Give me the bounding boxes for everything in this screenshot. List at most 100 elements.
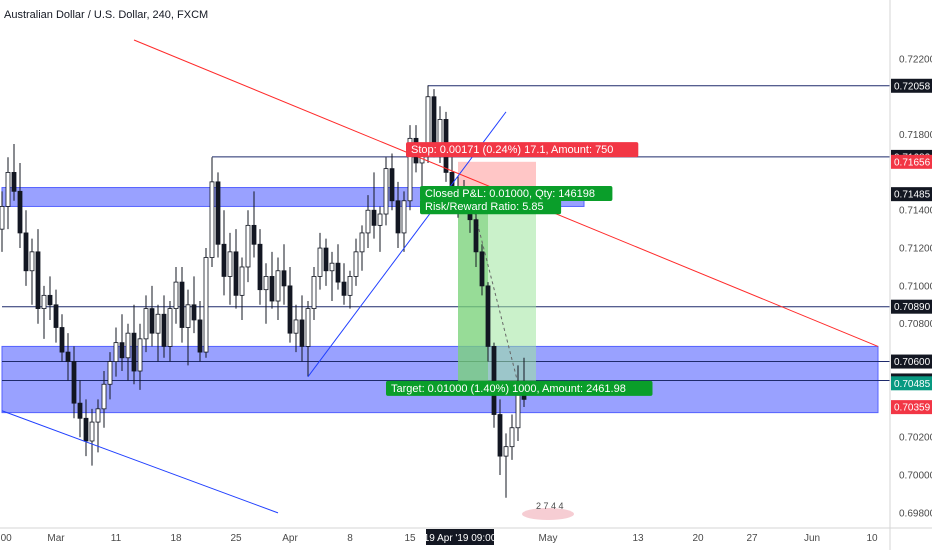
candle xyxy=(77,380,83,438)
candle xyxy=(329,251,335,302)
candle-body xyxy=(299,319,305,347)
candle-body xyxy=(89,421,95,442)
blue-lower-trendline[interactable] xyxy=(1,410,279,514)
candle xyxy=(35,229,41,324)
candle xyxy=(203,248,209,358)
candle xyxy=(251,191,257,258)
candle-body xyxy=(119,342,125,359)
candle-body xyxy=(479,251,485,287)
candle xyxy=(23,210,29,286)
candle xyxy=(239,257,245,320)
candle xyxy=(71,346,77,419)
price-tag-bg xyxy=(891,78,932,93)
candle-body xyxy=(371,209,377,226)
candle-body xyxy=(317,247,323,277)
price-tag-bg xyxy=(891,187,932,202)
candle-body xyxy=(35,251,41,309)
target-label: Target: 0.01000 (1.40%) 1000, Amount: 24… xyxy=(386,380,653,396)
candle xyxy=(389,153,395,211)
candle-body xyxy=(167,308,173,347)
price-tick-label: 0.69800 xyxy=(899,508,932,519)
candle xyxy=(11,144,17,201)
candle xyxy=(173,266,179,324)
candle xyxy=(215,172,221,258)
time-tick-label: 15 xyxy=(404,533,416,544)
lower-support-zone[interactable] xyxy=(1,345,879,414)
candle-body xyxy=(473,219,479,253)
candle-body xyxy=(227,251,233,277)
watermark: 2 7 4 4 xyxy=(522,501,574,520)
target-label-text: Target: 0.01000 (1.40%) 1000, Amount: 24… xyxy=(391,383,626,395)
price-tick-label: 0.70200 xyxy=(899,433,932,444)
candle-body xyxy=(161,313,167,347)
time-tick-label: 27 xyxy=(746,533,758,544)
candle xyxy=(107,352,113,400)
price-tag-text: 0.71485 xyxy=(894,190,931,201)
candle xyxy=(0,191,5,252)
candle-body xyxy=(503,446,509,457)
candle xyxy=(401,191,407,252)
candle xyxy=(5,157,11,230)
time-tick-label: May xyxy=(539,533,558,544)
time-tick-label: 8 xyxy=(347,533,353,544)
candle-body xyxy=(335,262,341,283)
candle-body xyxy=(431,96,437,145)
candle xyxy=(143,295,149,353)
candle-body xyxy=(311,276,317,309)
candle xyxy=(281,244,287,305)
time-axis[interactable]: 0:00 Mar 11 18 25 Apr 8 15 May 13 20 27 Jun 10 19 Apr … xyxy=(0,529,878,545)
time-tick-label: Jun xyxy=(804,533,820,544)
crosshair-time-text: 19 Apr '19 09:00 xyxy=(424,533,497,544)
candle-body xyxy=(239,266,245,296)
candle-body xyxy=(329,262,335,272)
position-tool[interactable] xyxy=(458,161,536,384)
candle-body xyxy=(245,224,251,268)
price-tag: 0.70485 xyxy=(891,376,932,391)
stop-label-text: Stop: 0.00171 (0.24%) 17.1, Amount: 750 xyxy=(411,144,613,156)
time-tick-label: Mar xyxy=(47,533,65,544)
candle xyxy=(305,301,311,377)
candle-body xyxy=(407,137,413,202)
price-tag-text: 0.70359 xyxy=(894,403,931,414)
position-labels-layer: Stop: 0.00171 (0.24%) 17.1, Amount: 750 C… xyxy=(386,142,653,396)
candle-body xyxy=(125,332,131,359)
candle xyxy=(383,157,389,226)
candle-body xyxy=(101,383,107,410)
candle-body xyxy=(341,281,347,296)
candle-body xyxy=(269,276,275,302)
candle-body xyxy=(113,342,119,362)
candle xyxy=(209,157,215,267)
candle-body xyxy=(233,251,239,296)
candle-body xyxy=(191,304,197,321)
price-tick-label: 0.71800 xyxy=(899,130,932,141)
candle-body xyxy=(155,313,161,334)
candle-body xyxy=(29,251,35,272)
price-tick-label: 0.71400 xyxy=(899,206,932,217)
candle-body xyxy=(47,294,53,306)
candle xyxy=(89,408,95,466)
close-label-text: Closed P&L: 0.01000, Qty: 146198 xyxy=(425,188,595,200)
realized-zone xyxy=(458,194,488,384)
candle-body xyxy=(221,243,227,277)
price-tag-bg xyxy=(891,299,932,314)
candle-body xyxy=(281,270,287,287)
candle-body xyxy=(17,190,23,234)
candle xyxy=(287,266,293,343)
candle xyxy=(149,285,155,347)
candle xyxy=(65,333,71,381)
candle-body xyxy=(509,427,515,448)
candle-body xyxy=(383,168,389,215)
time-tick-label: Apr xyxy=(282,533,298,544)
candle xyxy=(509,414,515,460)
price-axis[interactable]: 0.72200 0.71800 0.71400 0.71200 0.71000 0.708… xyxy=(891,54,932,519)
candle-body xyxy=(59,327,65,353)
candle xyxy=(29,238,35,305)
chart-title: Australian Dollar / U.S. Dollar, 240, FX… xyxy=(4,9,208,21)
time-tick-label: 18 xyxy=(170,533,182,544)
candle-body xyxy=(77,402,83,419)
candle xyxy=(131,304,137,385)
candle xyxy=(269,251,275,309)
candle xyxy=(335,244,341,290)
candle-body xyxy=(293,319,299,334)
